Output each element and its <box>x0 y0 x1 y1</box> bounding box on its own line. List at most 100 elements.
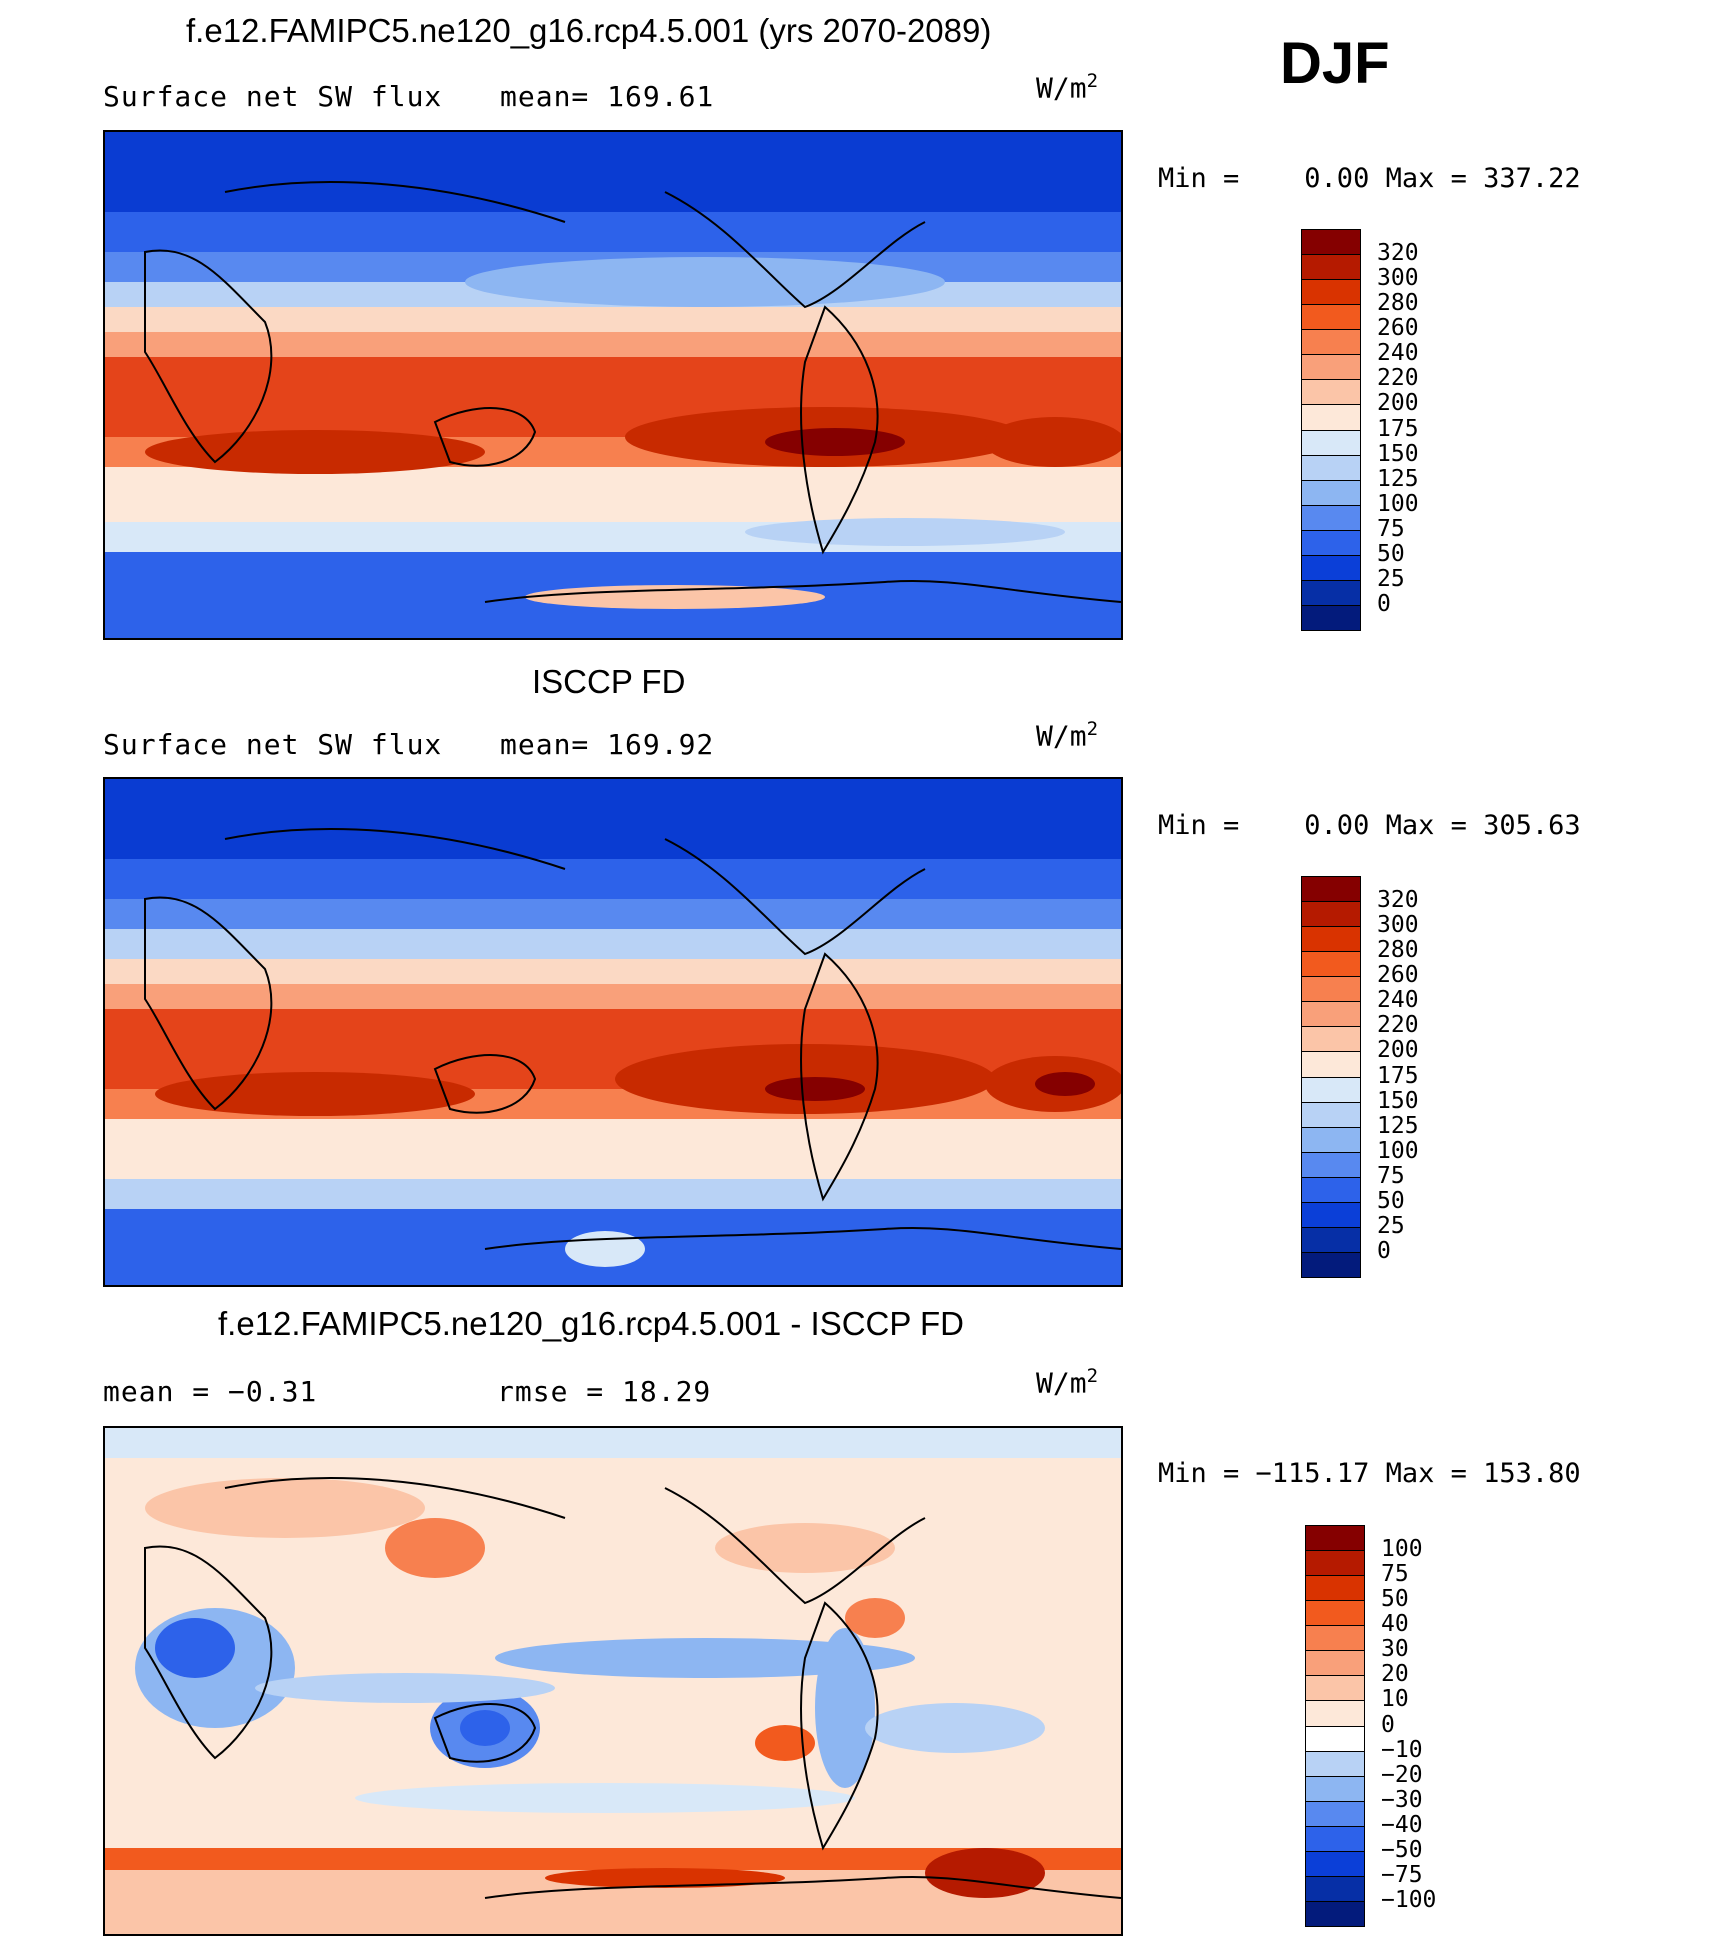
blob <box>545 1868 785 1888</box>
colorbar-segment <box>1301 976 1361 1003</box>
colorbar-tick-label: 50 <box>1381 1586 1409 1613</box>
blob <box>155 1618 235 1678</box>
blob <box>755 1725 815 1761</box>
blob <box>465 257 945 307</box>
colorbar-tick-label: 240 <box>1377 987 1419 1014</box>
colorbar-segment <box>1305 1650 1365 1677</box>
colorbar-tick-label: 40 <box>1381 1611 1409 1638</box>
band <box>105 307 1121 332</box>
band <box>105 779 1121 859</box>
band <box>105 859 1121 899</box>
panel-3-minmax: Min = −115.17 Max = 153.80 <box>1158 1458 1581 1489</box>
colorbar-tick-label: 260 <box>1377 962 1419 989</box>
panel-1-map-svg <box>105 132 1121 638</box>
colorbar-segment <box>1301 504 1361 531</box>
colorbar-segment <box>1301 329 1361 356</box>
band <box>105 1848 1121 1870</box>
colorbar-tick-label: 100 <box>1377 490 1419 517</box>
colorbar-tick-label: 240 <box>1377 340 1419 367</box>
blob <box>255 1673 555 1703</box>
colorbar-segment <box>1305 1725 1365 1752</box>
blob <box>145 1478 425 1538</box>
blob <box>745 518 1065 546</box>
blob <box>1035 1072 1095 1096</box>
colorbar-tick-label: 30 <box>1381 1636 1409 1663</box>
colorbar-segment <box>1301 1126 1361 1153</box>
panel-2-title: ISCCP FD <box>532 663 686 700</box>
blob <box>385 1518 485 1578</box>
colorbar-tick-label: 260 <box>1377 315 1419 342</box>
band <box>105 1428 1121 1458</box>
colorbar-segment <box>1301 554 1361 581</box>
blob <box>815 1628 875 1788</box>
colorbar-tick-label: 175 <box>1377 1062 1419 1089</box>
colorbar-segment <box>1301 1226 1361 1253</box>
colorbar-segment <box>1301 579 1361 606</box>
colorbar-segment <box>1301 1176 1361 1203</box>
colorbar-tick-label: 300 <box>1377 265 1419 292</box>
blob <box>715 1523 895 1573</box>
panel-2-mean: mean= 169.92 <box>500 728 715 761</box>
colorbar-tick-label: 10 <box>1381 1686 1409 1713</box>
colorbar-tick-label: −20 <box>1381 1761 1423 1788</box>
colorbar-tick-label: 200 <box>1377 1037 1419 1064</box>
panel-3-map-svg <box>105 1428 1121 1934</box>
colorbar-segment <box>1301 379 1361 406</box>
colorbar-segment <box>1305 1700 1365 1727</box>
blob <box>460 1710 510 1746</box>
colorbar-tick-label: 25 <box>1377 565 1405 592</box>
colorbar-tick-label: 280 <box>1377 937 1419 964</box>
colorbar-segment <box>1301 479 1361 506</box>
panel-2-map <box>103 777 1123 1287</box>
colorbar-segment <box>1305 1550 1365 1577</box>
colorbar-tick-label: −30 <box>1381 1786 1423 1813</box>
blob <box>845 1598 905 1638</box>
panel-2-colorbar: 320 300 280 260 240 220 200 175 150 125 100 75 50 25 0 <box>1301 876 1419 1278</box>
colorbar-tick-label: 75 <box>1377 515 1405 542</box>
colorbar-tick-label: 50 <box>1377 540 1405 567</box>
band <box>105 1179 1121 1209</box>
blob <box>865 1703 1045 1753</box>
colorbar-segment <box>1305 1575 1365 1602</box>
colorbar-segment <box>1301 1076 1361 1103</box>
colorbar-segment <box>1305 1675 1365 1702</box>
colorbar-tick-label: 20 <box>1381 1661 1409 1688</box>
colorbar-tick-label: −10 <box>1381 1736 1423 1763</box>
blob <box>765 428 905 456</box>
colorbar-segment <box>1301 1051 1361 1078</box>
colorbar-segment <box>1305 1800 1365 1827</box>
colorbar-tick-label: 0 <box>1377 590 1391 617</box>
colorbar-tick-label: −50 <box>1381 1836 1423 1863</box>
blob <box>985 417 1121 467</box>
colorbar-segment <box>1301 1026 1361 1053</box>
colorbar-segment <box>1305 1775 1365 1802</box>
band <box>105 959 1121 984</box>
panel-1-variable: Surface net SW flux <box>103 80 443 113</box>
colorbar-segment <box>1301 876 1361 903</box>
colorbar-tick-label: 125 <box>1377 1112 1419 1139</box>
band <box>105 984 1121 1009</box>
colorbar-tick-label: 150 <box>1377 1087 1419 1114</box>
panel-1-map <box>103 130 1123 640</box>
panel-3-colorbar: 100 75 50 40 30 20 10 0 −10 −20 −30 −40 −50 −75 −100 <box>1305 1525 1436 1927</box>
band <box>105 212 1121 252</box>
coastlines <box>144 1477 1121 1899</box>
colorbar-segment <box>1301 1201 1361 1228</box>
blob <box>925 1848 1045 1898</box>
colorbar-tick-label: 320 <box>1377 240 1419 267</box>
colorbar-segment <box>1301 951 1361 978</box>
colorbar-tick-label: −100 <box>1381 1886 1437 1913</box>
colorbar-segment <box>1301 404 1361 431</box>
colorbar-tick-label: 150 <box>1377 440 1419 467</box>
colorbar-tick-label: 300 <box>1377 912 1419 939</box>
panel-1-mean: mean= 169.61 <box>500 80 715 113</box>
blob <box>145 430 485 474</box>
panel-3-mean: mean = −0.31 <box>103 1375 318 1408</box>
colorbar-segment <box>1301 279 1361 306</box>
colorbar-tick-label: 75 <box>1381 1561 1409 1588</box>
colorbar-segment <box>1301 604 1361 631</box>
band <box>105 929 1121 959</box>
colorbar-segment <box>1301 304 1361 331</box>
blob <box>765 1077 865 1101</box>
